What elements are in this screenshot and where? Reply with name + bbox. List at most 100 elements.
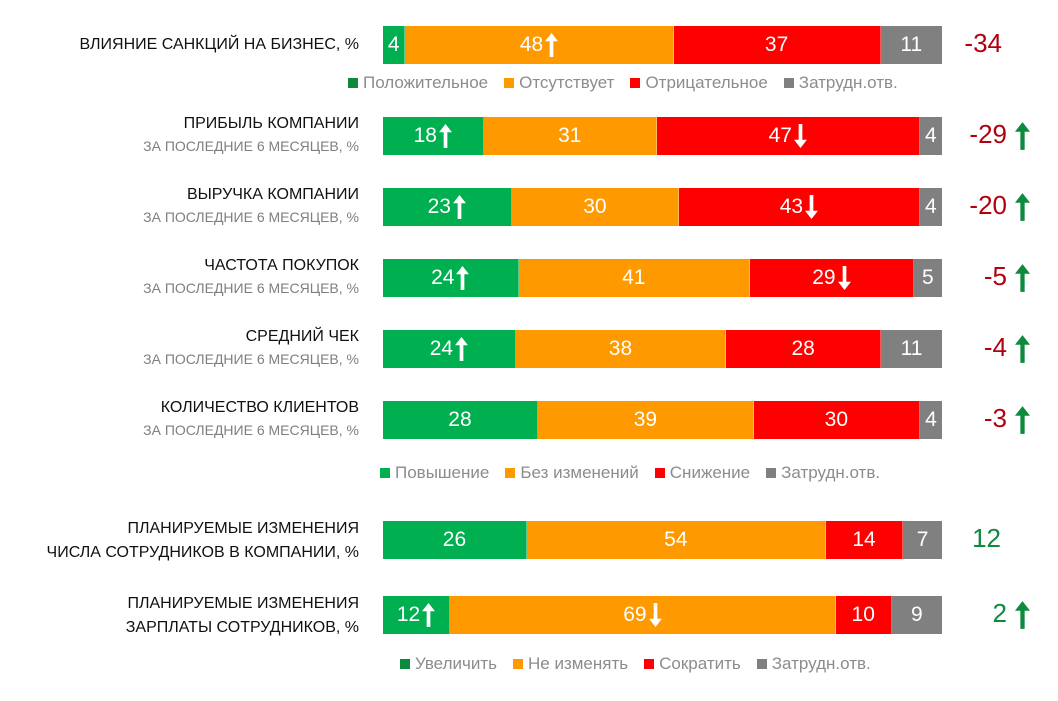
legend-item: Сократить <box>644 654 741 674</box>
row-subtitle: ЗА ПОСЛЕДНИЕ 6 МЕСЯЦЕВ, % <box>143 351 359 367</box>
bar-segment: 14 <box>825 521 904 559</box>
legend-label: Отрицательное <box>645 73 768 92</box>
legend-label: Положительное <box>363 73 489 92</box>
data-label: 41 <box>622 266 646 289</box>
data-label: 7 <box>916 528 929 551</box>
data-label: 47 <box>768 124 792 147</box>
legend-swatch <box>504 78 515 88</box>
arrow-down-icon <box>793 124 807 148</box>
bar-segment: 37 <box>673 26 881 64</box>
arrow-up-icon <box>452 195 466 219</box>
data-label: 18 <box>413 124 437 147</box>
delta-number: 2 <box>992 598 1007 628</box>
bar-segment: 11 <box>880 26 942 64</box>
arrow-up-icon <box>1015 122 1030 151</box>
legend-item: Затрудн.отв. <box>756 654 871 674</box>
bar-segment: 41 <box>518 259 750 297</box>
legend-swatch <box>756 659 767 669</box>
legend-label: Не изменять <box>528 654 629 673</box>
bar-segment: 29 <box>750 259 914 297</box>
data-label: 10 <box>851 603 875 626</box>
bar-segment: 12 <box>383 596 451 634</box>
row-subtitle: ЧИСЛА СОТРУДНИКОВ В КОМПАНИИ, % <box>46 544 359 561</box>
row-subtitle: ЗА ПОСЛЕДНИЕ 6 МЕСЯЦЕВ, % <box>143 422 359 438</box>
bar-segment: 4 <box>919 117 942 155</box>
data-label: 4 <box>924 124 937 147</box>
arrow-up-icon <box>1015 335 1030 364</box>
legend-swatch <box>654 468 665 478</box>
arrow-up-icon <box>1015 601 1030 630</box>
data-label: 4 <box>925 408 937 431</box>
arrow-up-icon <box>1015 406 1030 435</box>
legend-swatch <box>630 78 641 88</box>
legend-label: Повышение <box>395 463 490 482</box>
data-label: 14 <box>852 528 876 551</box>
stacked-bar: 23 30 43 4 <box>383 188 942 226</box>
legend-label: Снижение <box>669 463 751 482</box>
legend-swatch <box>766 468 777 478</box>
delta-number: 12 <box>972 523 1001 553</box>
bar-segment: 5 <box>913 259 942 297</box>
legend-label: Затрудн.отв. <box>771 654 871 673</box>
legend-label: Затрудн.отв. <box>781 463 881 482</box>
legend-swatch <box>380 468 390 478</box>
bar-segment: 4 <box>383 26 406 64</box>
row-title: ЧАСТОТА ПОКУПОК <box>204 257 359 274</box>
data-label: 26 <box>442 528 467 551</box>
bar-segment: 7 <box>903 521 942 559</box>
row-title: ВЫРУЧКА КОМПАНИИ <box>186 186 359 203</box>
stacked-bar: 24 41 29 5 <box>383 259 942 297</box>
bar-segment: 4 <box>919 188 942 226</box>
delta-value: -3 <box>984 403 1030 435</box>
row-subtitle: ЗА ПОСЛЕДНИЕ 6 МЕСЯЦЕВ, % <box>143 209 359 225</box>
legend-item: Положительное <box>348 73 488 93</box>
delta-value: -5 <box>984 261 1030 293</box>
data-label: 24 <box>429 337 454 360</box>
data-label: 31 <box>558 124 582 147</box>
arrow-up-icon <box>545 33 559 57</box>
arrow-up-icon <box>455 337 469 361</box>
data-label: 28 <box>448 408 472 431</box>
row-subtitle: ЗАРПЛАТЫ СОТРУДНИКОВ, % <box>125 619 359 636</box>
legend-swatch <box>400 659 410 669</box>
legend-item: Затрудн.отв. <box>783 73 898 93</box>
data-label: 24 <box>431 266 455 289</box>
data-label: 43 <box>779 195 804 218</box>
row-subtitle: ЗА ПОСЛЕДНИЕ 6 МЕСЯЦЕВ, % <box>143 138 359 154</box>
legend-item: Снижение <box>654 463 751 483</box>
legend-swatch <box>505 468 516 478</box>
stacked-bar: 12 69 10 9 <box>383 596 942 634</box>
bar-segment: 28 <box>726 330 882 368</box>
bar-segment: 48 <box>405 26 674 64</box>
data-label: 12 <box>396 603 421 626</box>
row-title: СРЕДНИЙ ЧЕК <box>245 328 359 345</box>
row-title: КОЛИЧЕСТВО КЛИЕНТОВ <box>160 399 359 416</box>
delta-number: -20 <box>969 190 1007 220</box>
legend-swatch <box>783 78 794 88</box>
data-label: 5 <box>922 266 934 289</box>
legend: Повышение Без изменений Снижение Затрудн.от… <box>380 463 896 483</box>
data-label: 48 <box>519 33 544 56</box>
legend: Увеличить Не изменять Сократить Затрудн.отв… <box>400 654 887 674</box>
legend-label: Отсутствует <box>519 73 615 92</box>
arrow-up-icon <box>1015 193 1030 222</box>
bar-segment: 26 <box>383 521 527 559</box>
delta-number: -3 <box>983 403 1007 433</box>
legend-item: Затрудн.отв. <box>766 463 880 483</box>
bar-segment: 23 <box>383 188 512 226</box>
bar-segment: 31 <box>483 117 657 155</box>
bar-segment: 28 <box>383 401 538 439</box>
bar-segment: 30 <box>511 188 680 226</box>
legend-item: Увеличить <box>400 654 497 674</box>
bar-segment: 18 <box>383 117 484 155</box>
row-title: ПРИБЫЛЬ КОМПАНИИ <box>183 115 359 132</box>
row-title: ПЛАНИРУЕМЫЕ ИЗМЕНЕНИЯ <box>127 595 360 612</box>
arrow-up-icon <box>422 603 436 627</box>
data-label: 39 <box>633 408 658 431</box>
row-title: ПЛАНИРУЕМЫЕ ИЗМЕНЕНИЯ <box>127 520 360 537</box>
legend-swatch <box>513 659 523 669</box>
legend-swatch <box>644 659 655 669</box>
row-subtitle: ЗА ПОСЛЕДНИЕ 6 МЕСЯЦЕВ, % <box>143 280 359 296</box>
data-label: 38 <box>608 337 633 360</box>
bar-segment: 39 <box>537 401 754 439</box>
